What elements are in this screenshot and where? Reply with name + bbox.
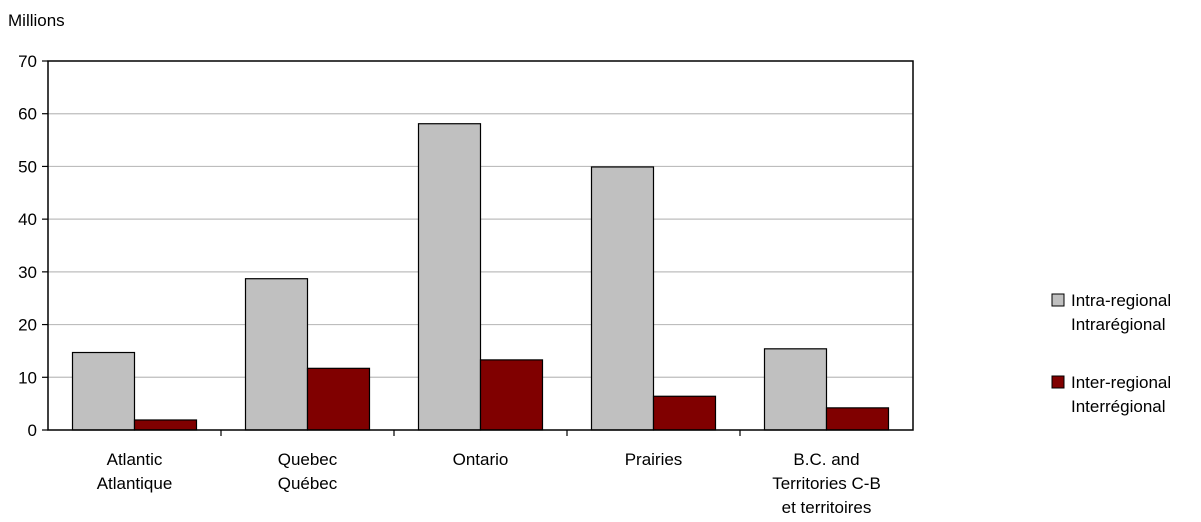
y-tick-label: 40 (18, 210, 37, 229)
legend-label: Inter-regional (1071, 373, 1171, 392)
y-tick-label: 70 (18, 52, 37, 71)
x-tick-label: Ontario (453, 450, 509, 469)
y-tick-label: 50 (18, 157, 37, 176)
x-tick-label: Atlantique (97, 474, 173, 493)
bar-intra-regional (244, 278, 309, 431)
legend-label: Intrarégional (1071, 315, 1166, 334)
plot-area-frame (47, 60, 914, 431)
x-tick-label: B.C. and (793, 450, 859, 469)
bar-intra-regional (590, 166, 655, 431)
bars (71, 123, 890, 431)
bar-intra-regional (763, 348, 828, 431)
x-tick-label: Atlantic (107, 450, 163, 469)
bar-inter-regional (133, 419, 198, 431)
x-tick-label: Quebec (278, 450, 338, 469)
y-tick-label: 30 (18, 263, 37, 282)
legend-swatch (1051, 375, 1065, 389)
legend-label: Intra-regional (1071, 291, 1171, 310)
y-tick-label: 0 (28, 421, 37, 440)
bar-inter-regional (825, 407, 890, 431)
x-tick-label: Territories C-B (772, 474, 881, 493)
y-axis-ticks: 0 10 20 30 40 50 60 70 (18, 52, 48, 440)
y-tick-label: 10 (18, 368, 37, 387)
bar-intra-regional (417, 123, 482, 431)
y-axis-label: Millions (8, 11, 65, 30)
bar-inter-regional (652, 395, 717, 431)
x-tick-label: Québec (278, 474, 338, 493)
legend-swatch (1051, 293, 1065, 307)
x-tick-label: Prairies (625, 450, 683, 469)
legend-label: Interrégional (1071, 397, 1166, 416)
legend: Intra-regional Intrarégional Inter-regiona… (1051, 291, 1171, 416)
y-tick-label: 20 (18, 316, 37, 335)
x-tick-label: et territoires (782, 498, 872, 517)
y-tick-label: 60 (18, 105, 37, 124)
bar-inter-regional (306, 367, 371, 431)
x-axis-ticks: Atlantic Atlantique Quebec Québec Ontario Pra… (97, 430, 881, 517)
bar-inter-regional (479, 359, 544, 431)
bar-intra-regional (71, 351, 136, 431)
